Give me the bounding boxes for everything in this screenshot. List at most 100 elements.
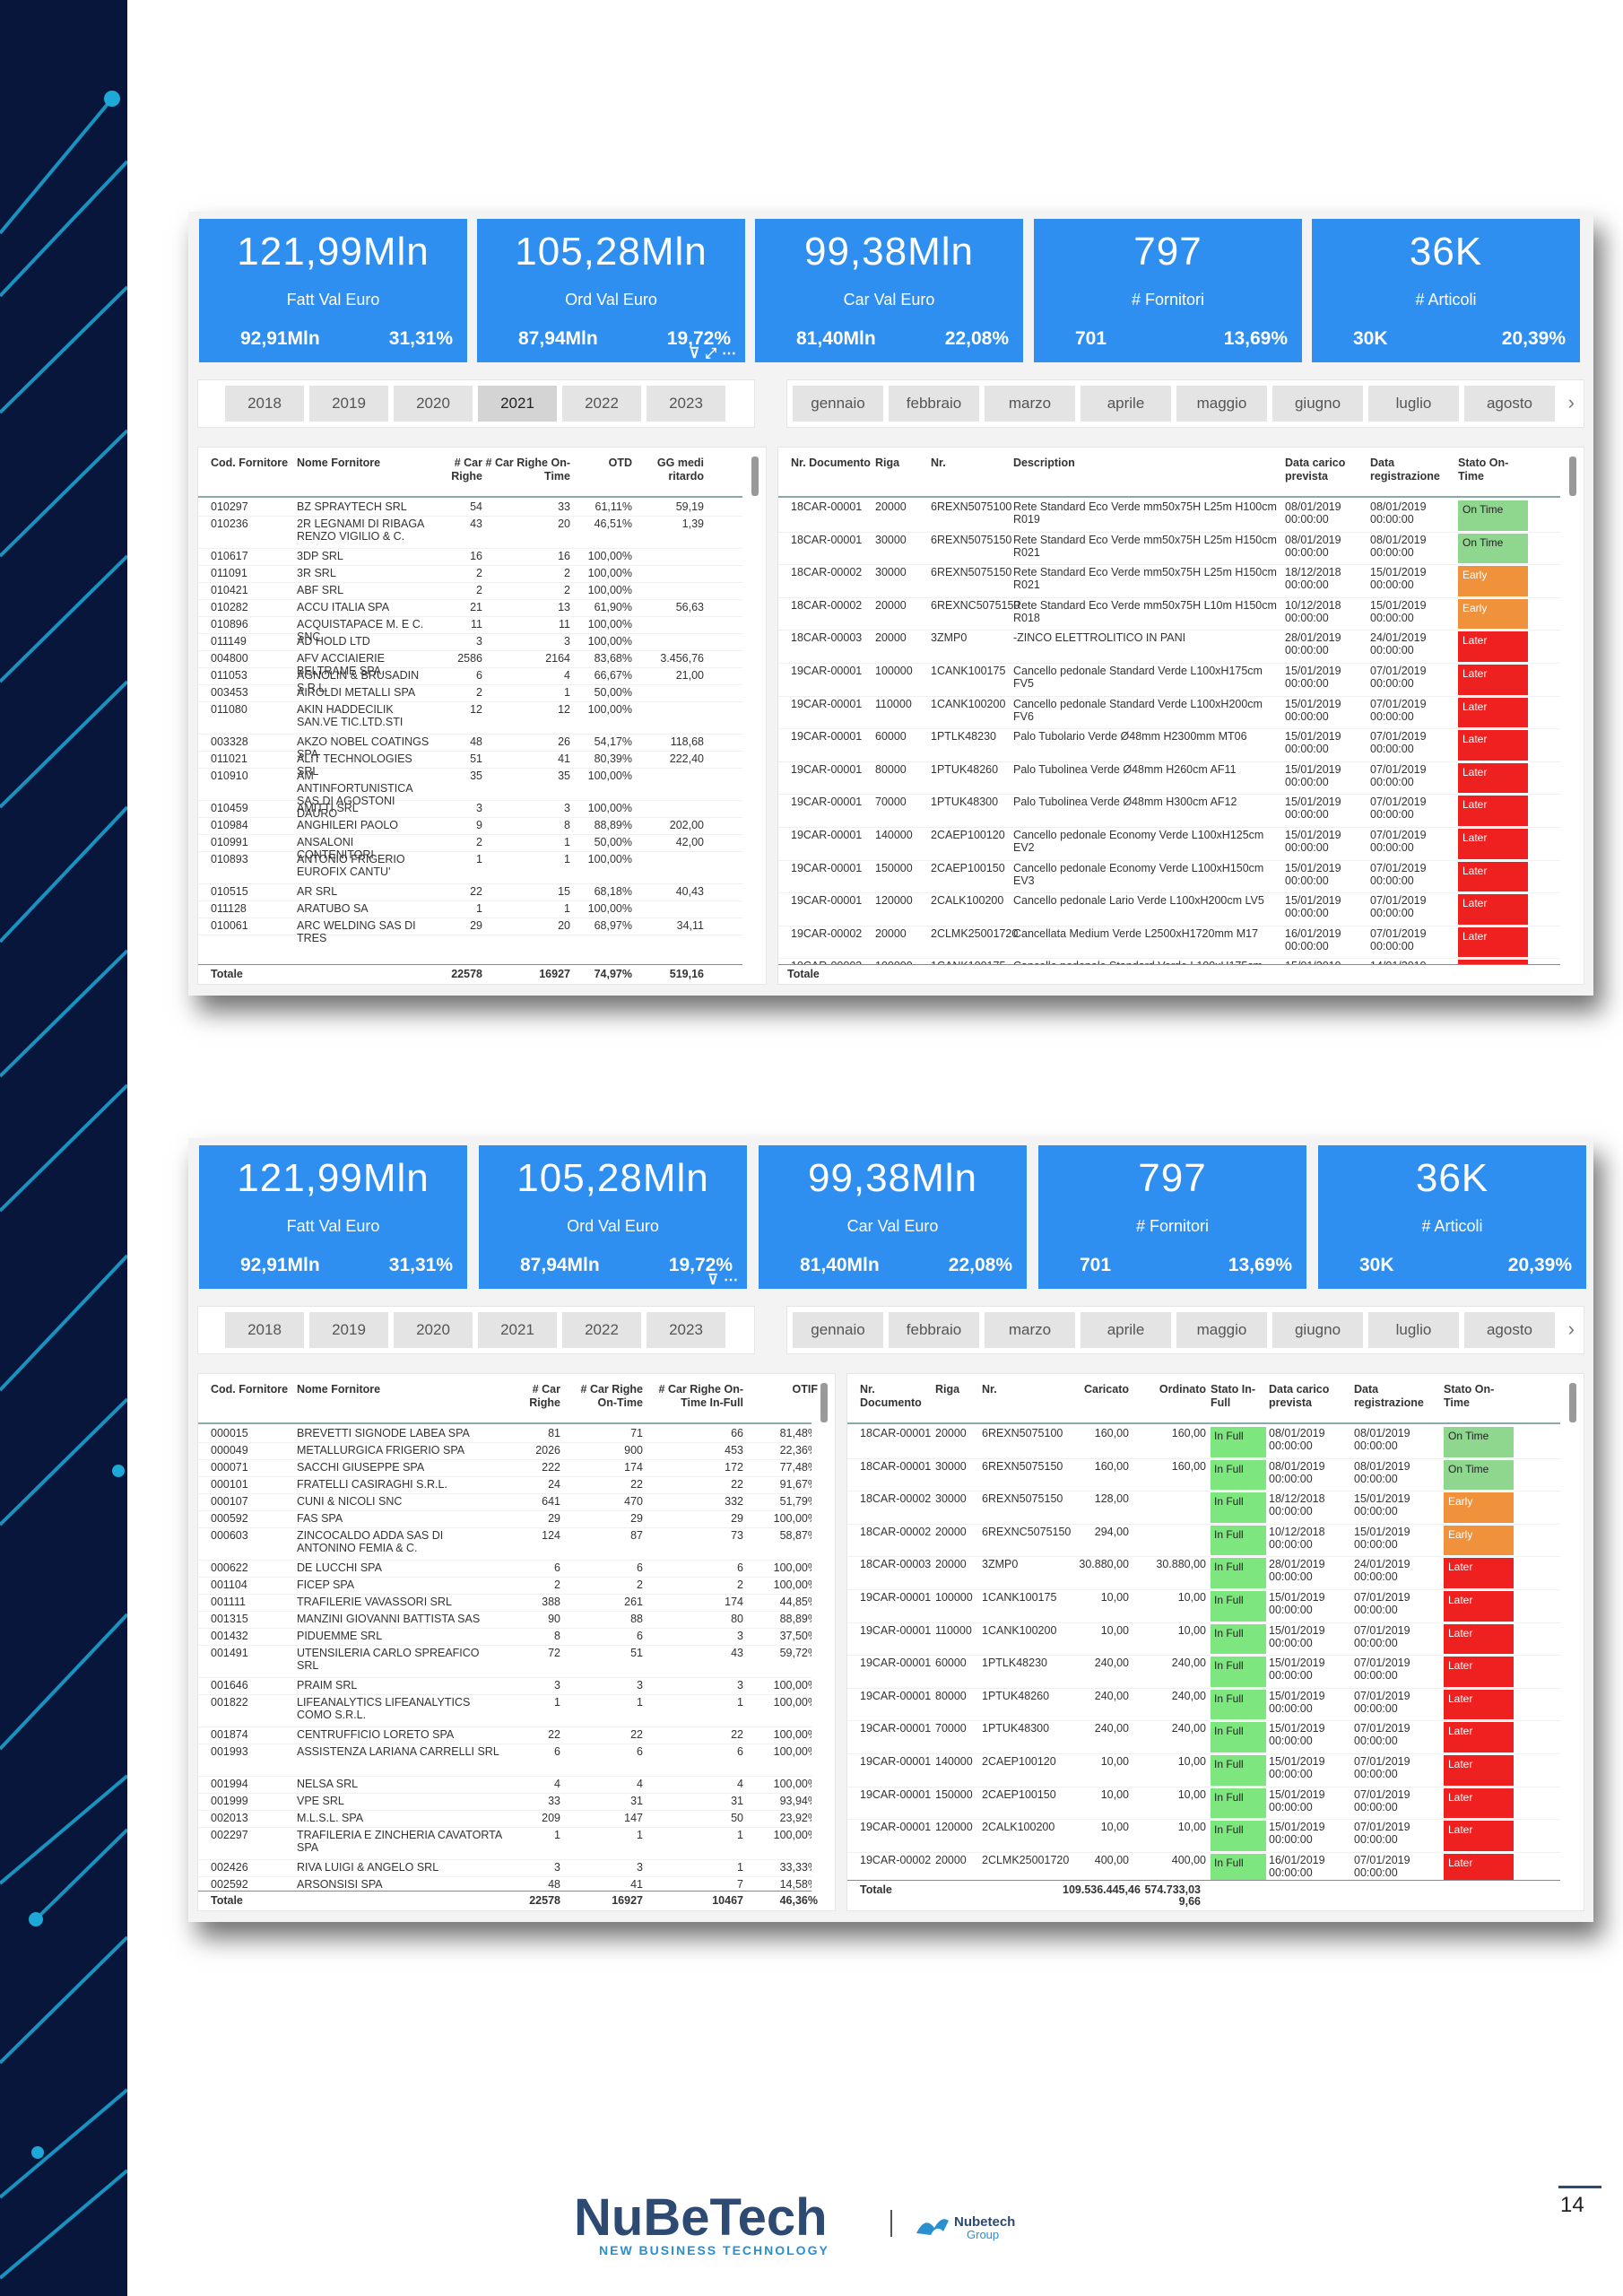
slicer-year-2023[interactable]: 2023	[647, 386, 725, 422]
table-row[interactable]: 002592 ARSONSISI SPA 48 41 7 14,58%	[198, 1877, 812, 1891]
column-header[interactable]: Riga	[935, 1383, 960, 1396]
table-row[interactable]: 19CAR-00001 80000 1PTUK48260 Palo Tubolinea…	[778, 762, 1560, 796]
table-row[interactable]: 19CAR-000031000001CANK100175Cancello ped…	[778, 959, 1560, 964]
slicer-month-luglio[interactable]: luglio	[1368, 386, 1459, 422]
column-header[interactable]: Nr.	[982, 1383, 997, 1396]
slicer-year-2018[interactable]: 2018	[225, 1312, 304, 1348]
table-row[interactable]: 19CAR-00001 140000 2CAEP100120 10,00 10,00 In…	[847, 1754, 1560, 1787]
slicer-month-gennaio[interactable]: gennaio	[793, 386, 883, 422]
slicer-year-2021[interactable]: 2021	[478, 386, 557, 422]
table-row[interactable]: 001822 LIFEANALYTICS LIFEANALYTICS COMO S…	[198, 1695, 812, 1727]
table-row[interactable]: 19CAR-00001 70000 1PTUK48300 240,00 240,00 In…	[847, 1721, 1560, 1754]
table-row[interactable]: 19CAR-00001 60000 1PTLK48230 240,00 240,00 In…	[847, 1656, 1560, 1689]
table-row[interactable]: 001994 NELSA SRL 4 4 4 100,00%	[198, 1777, 812, 1794]
table-row[interactable]: 19CAR-00002 20000 2CLMK25001720 Cancellata …	[778, 926, 1560, 960]
table-row[interactable]: 011053 AGNOLIN & BRUSADIN S.R.L. 6 4 66,67% 2…	[198, 668, 742, 694]
filter-icon[interactable]: ⊽	[707, 1273, 724, 1288]
table-row[interactable]: 19CAR-00001 60000 1PTLK48230 Palo Tubolario…	[778, 729, 1560, 762]
table-row[interactable]: 18CAR-00001 20000 6REXN5075100 160,00 160,00…	[847, 1426, 1560, 1459]
table-row[interactable]: 001646 PRAIM SRL 3 3 3 100,00%	[198, 1678, 812, 1695]
table-row[interactable]: 001999 VPE SRL 33 31 31 93,94%	[198, 1794, 812, 1811]
column-header[interactable]: Data registrazione	[1370, 457, 1440, 483]
table-row[interactable]: 003328 AKZO NOBEL COATINGS SPA 48 26 54,17% 1…	[198, 735, 742, 761]
column-header[interactable]: # Car Righe	[451, 457, 482, 483]
table-row[interactable]: 010297 BZ SPRAYTECH SRL 54 33 61,11% 59,19	[198, 500, 742, 517]
column-header[interactable]: Stato On-Time	[1444, 1383, 1495, 1409]
table-row[interactable]: 18CAR-00002 20000 6REXNC5075150 294,00 In Fu…	[847, 1525, 1560, 1558]
table-row[interactable]: 000622 DE LUCCHI SPA 6 6 6 100,00%	[198, 1561, 812, 1578]
more-options-icon[interactable]: ⋯	[722, 346, 742, 361]
table-row[interactable]: 19CAR-00001 80000 1PTUK48260 240,00 240,00 In…	[847, 1689, 1560, 1722]
table-row[interactable]: 004800 AFV ACCIAIERIE BELTRAME SPA 2586 216…	[198, 651, 742, 677]
table-row[interactable]: 18CAR-00002 30000 6REXN5075150 Rete Standar…	[778, 565, 1560, 598]
slicer-month-luglio[interactable]: luglio	[1368, 1312, 1459, 1348]
slicer-month-gennaio[interactable]: gennaio	[793, 1312, 883, 1348]
slicer-month-febbraio[interactable]: febbraio	[889, 1312, 979, 1348]
slicer-month-aprile[interactable]: aprile	[1081, 1312, 1171, 1348]
table-row[interactable]: 010515 AR SRL 22 15 68,18% 40,43	[198, 884, 742, 901]
column-header[interactable]: Ordinato	[1159, 1383, 1206, 1396]
chevron-right-icon[interactable]: ›	[1567, 391, 1575, 413]
column-header[interactable]: Nr.	[931, 457, 946, 469]
table-row[interactable]: 000592 FAS SPA 29 29 29 100,00%	[198, 1511, 812, 1528]
column-header[interactable]: Caricato	[1083, 1383, 1129, 1396]
table-row[interactable]: 001315 MANZINI GIOVANNI BATTISTA SAS 90 88 8…	[198, 1612, 812, 1629]
slicer-year-2019[interactable]: 2019	[309, 1312, 388, 1348]
table-row[interactable]: 010061 ARC WELDING SAS DI TRES 29 20 68,97% 3…	[198, 918, 742, 944]
table-row[interactable]: 19CAR-00001 100000 1CANK100175 10,00 10,00 In…	[847, 1590, 1560, 1623]
table-row[interactable]: 000107 CUNI & NICOLI SNC 641 470 332 51,79%	[198, 1494, 812, 1511]
slicer-month-giugno[interactable]: giugno	[1272, 1312, 1363, 1348]
slicer-year-2020[interactable]: 2020	[394, 386, 473, 422]
slicer-month-maggio[interactable]: maggio	[1176, 386, 1267, 422]
column-header[interactable]: Stato In-Full	[1211, 1383, 1255, 1409]
table-row[interactable]: 010910 AM ANTINFORTUNISTICA SAS DI AGOSTO…	[198, 769, 742, 820]
table-row[interactable]: 010896 ACQUISTAPACE M. E C. SNC 11 11 100,00…	[198, 617, 742, 643]
table-row[interactable]: 18CAR-00001 20000 6REXN5075100 Rete Standar…	[778, 500, 1560, 533]
table-row[interactable]: 000603 ZINCOCALDO ADDA SAS DI ANTONINO FE…	[198, 1528, 812, 1561]
table-row[interactable]: 19CAR-00001 140000 2CAEP100120 Cancello ped…	[778, 828, 1560, 861]
table-row[interactable]: 011128 ARATUBO SA 1 1 100,00%	[198, 901, 742, 918]
vertical-scrollbar[interactable]	[820, 1383, 828, 1422]
table-row[interactable]: 18CAR-00003 20000 3ZMP0 -ZINCO ELETTROLITIC…	[778, 631, 1560, 664]
table-row[interactable]: 010617 3DP SRL 16 16 100,00%	[198, 549, 742, 566]
slicer-month-febbraio[interactable]: febbraio	[889, 386, 979, 422]
column-header[interactable]: # Car Righe On-Time	[580, 1383, 643, 1409]
column-header[interactable]: # Car Righe	[529, 1383, 560, 1409]
slicer-month-aprile[interactable]: aprile	[1081, 386, 1171, 422]
table-row[interactable]: 19CAR-00002 20000 2CLMK25001720 400,00 400,0…	[847, 1853, 1560, 1886]
column-header[interactable]: Description	[1013, 457, 1075, 469]
column-header[interactable]: Data carico prevista	[1285, 457, 1346, 483]
column-header[interactable]: Data registrazione	[1354, 1383, 1424, 1409]
table-row[interactable]: 010893 ANTONIO FRIGERIO EUROFIX CANTU' 1 1 1…	[198, 852, 742, 884]
table-row[interactable]: 19CAR-00001 70000 1PTUK48300 Palo Tubolinea…	[778, 795, 1560, 828]
column-header[interactable]: Riga	[875, 457, 900, 469]
table-row[interactable]: 18CAR-00001 30000 6REXN5075150 160,00 160,00…	[847, 1459, 1560, 1492]
column-header[interactable]: Cod. Fornitore	[211, 1383, 289, 1396]
table-row[interactable]: 010421 ABF SRL 2 2 100,00%	[198, 583, 742, 600]
slicer-year-2022[interactable]: 2022	[562, 386, 641, 422]
table-row[interactable]: 010984 ANGHILERI PAOLO 9 8 88,89% 202,00	[198, 818, 742, 835]
table-row[interactable]: 001104 FICEP SPA 2 2 2 100,00%	[198, 1578, 812, 1595]
table-row[interactable]: 011091 3R SRL 2 2 100,00%	[198, 566, 742, 583]
table-row[interactable]: 001993 ASSISTENZA LARIANA CARRELLI SRL 6 6 6…	[198, 1744, 812, 1777]
vertical-scrollbar[interactable]	[1569, 457, 1576, 496]
table-row[interactable]: 010236 2R LEGNAMI DI RIBAGA RENZO VIGILIO…	[198, 517, 742, 549]
column-header[interactable]: Cod. Fornitore	[211, 457, 289, 469]
table-row[interactable]: 18CAR-00003 20000 3ZMP0 30.880,00 30.880,00 I…	[847, 1557, 1560, 1590]
column-header[interactable]: Nome Fornitore	[297, 1383, 381, 1396]
slicer-month-agosto[interactable]: agosto	[1464, 386, 1555, 422]
vertical-scrollbar[interactable]	[1569, 1383, 1576, 1422]
table-row[interactable]: 010991 ANSALONI CONTENITORI 2 1 50,00% 42,00	[198, 835, 742, 861]
vertical-scrollbar[interactable]	[751, 457, 759, 496]
slicer-year-2020[interactable]: 2020	[394, 1312, 473, 1348]
slicer-month-marzo[interactable]: marzo	[985, 386, 1075, 422]
slicer-month-giugno[interactable]: giugno	[1272, 386, 1363, 422]
table-row[interactable]: 19CAR-00001 120000 2CALK100200 10,00 10,00 In…	[847, 1820, 1560, 1853]
table-row[interactable]: 001874 CENTRUFFICIO LORETO SPA 22 22 22 100,0…	[198, 1727, 812, 1744]
column-header[interactable]: # Car Righe On-Time	[485, 457, 570, 483]
table-row[interactable]: 000049 METALLURGICA FRIGERIO SPA 2026 900 45…	[198, 1443, 812, 1460]
table-row[interactable]: 002013 M.L.S.L. SPA 209 147 50 23,92%	[198, 1811, 812, 1828]
table-row[interactable]: 000101 FRATELLI CASIRAGHI S.R.L. 24 22 22 91,…	[198, 1477, 812, 1494]
table-row[interactable]: 011149 AD HOLD LTD 3 3 100,00%	[198, 634, 742, 651]
column-header[interactable]: GG medi ritardo	[656, 457, 704, 483]
